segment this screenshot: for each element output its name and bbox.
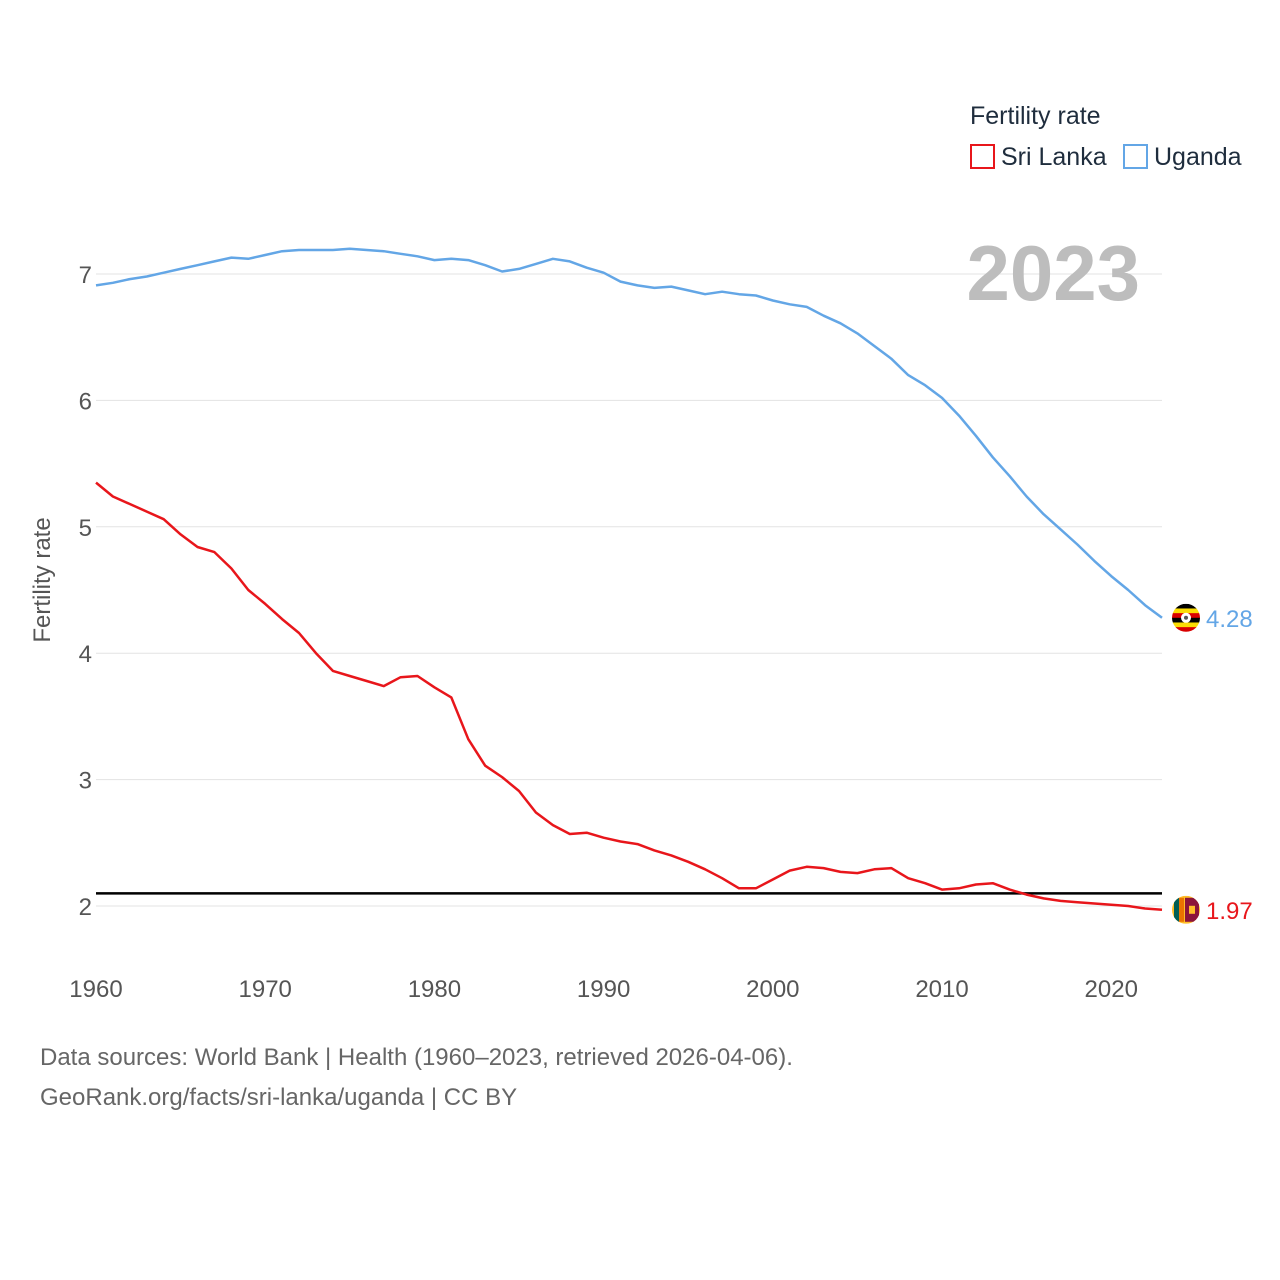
x-tick-label: 2020: [1085, 976, 1138, 1003]
y-axis-ticks: 2 3 4 5 6 7: [79, 262, 92, 921]
end-label-uganda: 4.28: [1206, 606, 1253, 633]
end-label-sri-lanka: 1.97: [1206, 898, 1253, 925]
y-tick-label: 6: [79, 388, 92, 415]
series-line-sri-lanka[interactable]: [95, 481, 1163, 912]
legend-title: Fertility rate: [970, 102, 1101, 130]
year-label: 2023: [966, 229, 1140, 317]
x-tick-label: 2000: [746, 976, 799, 1003]
x-tick-label: 1970: [239, 976, 292, 1003]
end-markers: 1.97 4.28: [1172, 603, 1253, 925]
x-tick-label: 1990: [577, 976, 630, 1003]
y-tick-label: 2: [79, 894, 92, 921]
legend-label-sri-lanka[interactable]: Sri Lanka: [1001, 143, 1107, 171]
legend-label-uganda[interactable]: Uganda: [1154, 143, 1242, 171]
sri-lanka-flag-icon: [1172, 895, 1200, 924]
legend: Fertility rate Sri Lanka Uganda: [970, 102, 1242, 171]
footer-source: Data sources: World Bank | Health (1960–…: [40, 1044, 793, 1071]
y-tick-label: 5: [79, 515, 92, 542]
x-tick-label: 1960: [69, 976, 122, 1003]
y-tick-label: 4: [79, 641, 92, 668]
x-tick-label: 1980: [408, 976, 461, 1003]
grid-lines: [96, 273, 1162, 907]
series-line-uganda[interactable]: [95, 247, 1163, 619]
legend-swatch-sri-lanka[interactable]: [970, 144, 995, 169]
legend-swatch-uganda[interactable]: [1123, 144, 1148, 169]
series-lines: [95, 247, 1163, 912]
footer-credit: GeoRank.org/facts/sri-lanka/uganda | CC …: [40, 1084, 518, 1111]
x-tick-label: 2010: [915, 976, 968, 1003]
uganda-flag-icon: [1172, 603, 1200, 632]
y-axis-title: Fertility rate: [29, 517, 56, 642]
y-tick-label: 7: [79, 262, 92, 289]
x-axis-ticks: 1960 1970 1980 1990 2000 2010 2020: [69, 976, 1138, 1003]
y-tick-label: 3: [79, 768, 92, 795]
